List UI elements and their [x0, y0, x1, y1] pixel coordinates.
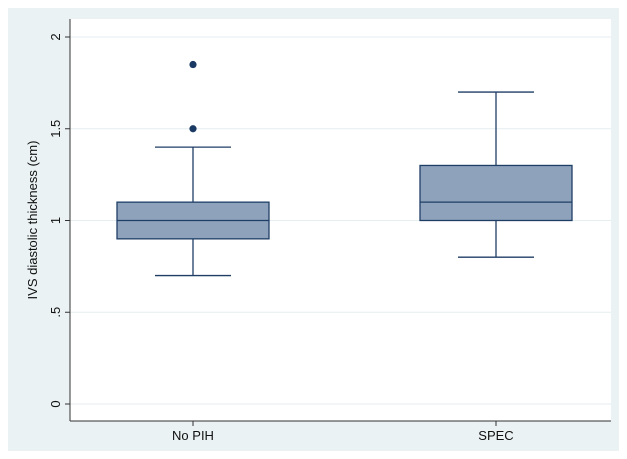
x-axis-ticks: No PIH SPEC: [172, 421, 514, 443]
y-tick-label-0: 0: [48, 400, 63, 407]
y-axis-title: IVS diastolic thickness (cm): [25, 141, 40, 300]
y-tick-label-1: .5: [48, 307, 63, 318]
y-axis-ticks: 0 .5 1 1.5 2: [48, 33, 70, 408]
y-tick-label-4: 2: [48, 33, 63, 40]
box-group-1: [419, 91, 573, 258]
outlier-point-0-1: [189, 60, 197, 69]
boxes: [116, 60, 573, 277]
y-tick-label-3: 1.5: [48, 120, 63, 138]
box-iqr-1: [419, 164, 573, 222]
y-tick-label-2: 1: [48, 217, 63, 224]
outlier-point-0-0: [189, 125, 197, 133]
x-tick-label-0: No PIH: [172, 428, 214, 443]
x-tick-label-1: SPEC: [478, 428, 513, 443]
box-group-0: [116, 60, 270, 277]
